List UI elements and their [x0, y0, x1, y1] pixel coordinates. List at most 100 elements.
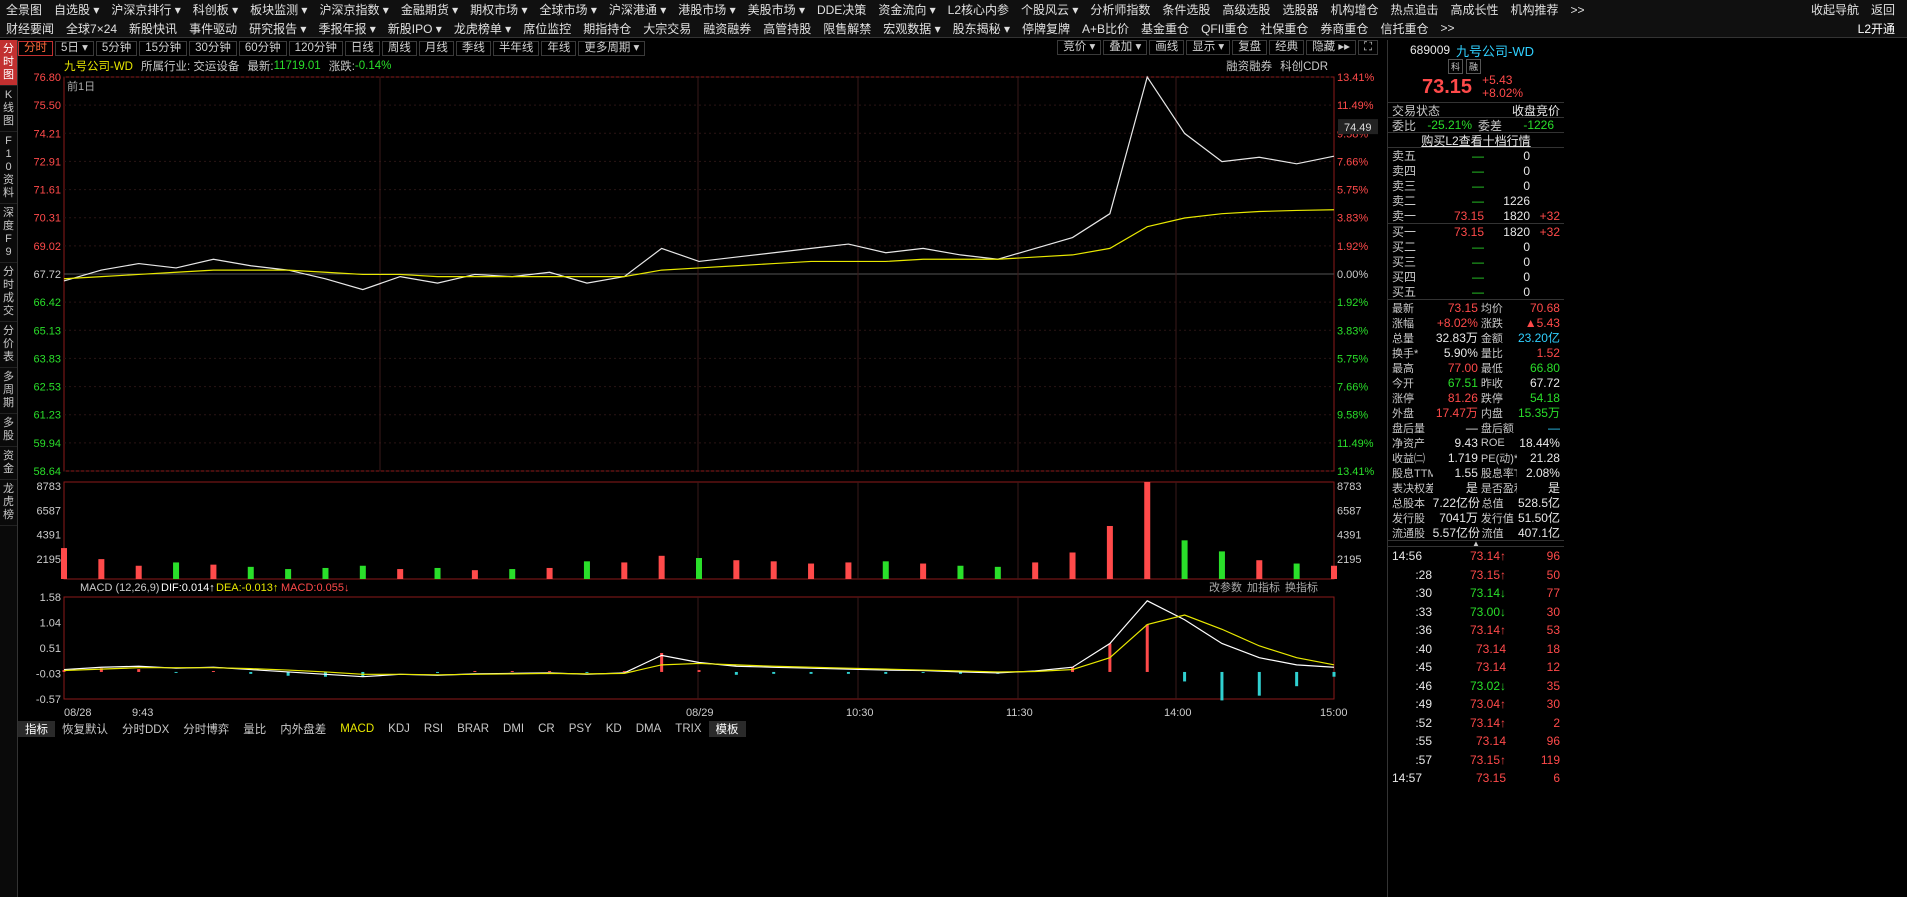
tool-button[interactable]: ⛶ [1357, 40, 1378, 55]
indicator-tab[interactable]: 内外盘差 [280, 723, 327, 736]
side-tab[interactable]: 龙虎榜 [0, 480, 17, 526]
indicator-tab[interactable]: DMI [503, 722, 525, 735]
buy-l2-link[interactable]: 购买L2查看十档行情 [1421, 133, 1531, 148]
menu-item[interactable]: 停牌复牌 [1022, 21, 1071, 36]
menu-item[interactable]: 限售解禁 [823, 21, 872, 36]
menu-item[interactable]: 机构推荐 [1510, 3, 1559, 17]
menu-item[interactable]: 高级选股 [1222, 3, 1271, 17]
indicator-tab[interactable]: 模板 [708, 720, 746, 737]
menu-item[interactable]: 美股市场 ▾ [747, 3, 805, 17]
menu-item[interactable]: 期指持仓 [583, 21, 632, 36]
period-tab[interactable]: 5日 ▾ [55, 41, 94, 56]
side-tab[interactable]: 分时图 [0, 40, 17, 86]
menu-item[interactable]: L2核心内参 [947, 3, 1010, 17]
menu-item[interactable]: 基金重仓 [1141, 21, 1190, 36]
tool-button[interactable]: 画线 [1149, 40, 1185, 55]
menu-item[interactable]: 全球7×24 [66, 21, 118, 36]
side-tab[interactable]: 资金 [0, 447, 17, 480]
menu-item[interactable]: >> [1570, 2, 1585, 17]
indicator-tab[interactable]: MACD [340, 722, 375, 735]
indicator-tab[interactable]: 分时博弈 [183, 723, 230, 736]
menu-item[interactable]: 社保重仓 [1260, 21, 1309, 36]
menu-item[interactable]: A+B比价 [1082, 21, 1130, 36]
menu-item[interactable]: 机构增仓 [1330, 3, 1379, 17]
l2-open-link[interactable]: L2开通 [1857, 21, 1895, 36]
side-tab[interactable]: 多周期 [0, 368, 17, 414]
menu-item[interactable]: 选股器 [1282, 3, 1319, 17]
menu-item[interactable]: QFII重仓 [1201, 21, 1249, 36]
menu-item[interactable]: 高成长性 [1450, 3, 1499, 17]
intraday-chart[interactable]: 76.80 13.41% 75.50 11.49% 74.21 9.58% 72.91 7.6… [0, 57, 1387, 720]
menu-item[interactable]: 条件选股 [1162, 3, 1211, 17]
period-tab[interactable]: 15分钟 [139, 41, 188, 56]
menu-item[interactable]: 全球市场 ▾ [539, 3, 597, 17]
menu-item[interactable]: 事件驱动 [189, 21, 238, 36]
menu-item[interactable]: 席位监控 [523, 21, 572, 36]
indicator-tab[interactable]: 分时DDX [122, 723, 170, 736]
indicator-tab[interactable]: KD [605, 722, 622, 735]
menu-item[interactable]: 分析师指数 [1090, 3, 1151, 17]
indicator-tab[interactable]: KDJ [388, 722, 410, 735]
side-tab[interactable]: 分时成交 [0, 263, 17, 322]
menu-item[interactable]: 个股风云 ▾ [1021, 3, 1079, 17]
menu-item[interactable]: 沪深港通 ▾ [608, 3, 667, 17]
period-tab[interactable]: 周线 [381, 41, 417, 56]
collapse-handle[interactable]: ▲ [1388, 540, 1564, 548]
period-tab[interactable]: 5分钟 [95, 41, 138, 56]
menu-item[interactable]: 大宗交易 [643, 21, 692, 36]
menu-item[interactable]: 科创板 ▾ [192, 3, 239, 17]
macd-action[interactable]: 换指标 [1285, 580, 1318, 594]
indicator-tab[interactable]: RSI [423, 722, 444, 735]
indicator-tab[interactable]: CR [538, 722, 555, 735]
tool-button[interactable]: 叠加 ▾ [1103, 40, 1148, 55]
menu-item[interactable]: DDE决策 [816, 3, 867, 17]
indicator-tab[interactable]: 指标 [18, 720, 55, 737]
period-tab[interactable]: 月线 [418, 41, 454, 56]
menu-item[interactable]: 财经要闻 [6, 21, 55, 36]
tool-button[interactable]: 经典 [1269, 40, 1305, 55]
industry-label[interactable]: 所属行业: 交运设备 [141, 61, 240, 73]
menu-item[interactable]: 沪深京指数 ▾ [319, 3, 389, 17]
period-tab[interactable]: 半年线 [492, 41, 540, 56]
menu-item[interactable]: >> [1440, 21, 1455, 35]
menu-item[interactable]: 自选股 ▾ [54, 3, 100, 17]
period-tab[interactable]: 30分钟 [189, 41, 237, 56]
menu-item[interactable]: 高管持股 [763, 21, 812, 36]
menu-item[interactable]: 券商重仓 [1320, 21, 1369, 36]
menu-item[interactable]: 宏观数据 ▾ [883, 21, 941, 36]
period-tab[interactable]: 日线 [344, 41, 380, 56]
tool-button[interactable]: 复盘 [1232, 40, 1268, 55]
menu-item[interactable]: 热点追击 [1390, 3, 1439, 17]
period-tab[interactable]: 分时 [18, 41, 53, 56]
menu-item[interactable]: 港股市场 ▾ [678, 3, 736, 17]
period-tab[interactable]: 更多周期 ▾ [578, 41, 646, 56]
menu-item[interactable]: 龙虎榜单 ▾ [453, 21, 512, 36]
indicator-tab[interactable]: BRAR [457, 722, 490, 735]
menu-item[interactable]: 信托重仓 [1380, 21, 1429, 36]
menu-item[interactable]: 研究报告 ▾ [249, 21, 307, 36]
indicator-tab[interactable]: 恢复默认 [62, 723, 108, 736]
cdr-link[interactable]: 科创CDR [1280, 61, 1328, 73]
menu-item[interactable]: 股东揭秘 ▾ [952, 21, 1010, 36]
margin-trading-link[interactable]: 融资融券 [1226, 61, 1273, 73]
period-tab[interactable]: 120分钟 [288, 41, 343, 56]
back-button[interactable]: 返回 [1870, 3, 1895, 17]
macd-action[interactable]: 加指标 [1247, 580, 1280, 594]
menu-item[interactable]: 季报年报 ▾ [318, 21, 376, 36]
tool-button[interactable]: 隐藏 ▸▸ [1306, 40, 1356, 55]
menu-item[interactable]: 资金流向 ▾ [878, 3, 936, 17]
side-tab[interactable]: 多股 [0, 414, 17, 447]
indicator-tab[interactable]: PSY [568, 722, 592, 735]
menu-item[interactable]: 沪深京排行 ▾ [111, 3, 181, 17]
menu-item[interactable]: 新股快讯 [129, 21, 178, 36]
period-tab[interactable]: 季线 [455, 41, 491, 56]
menu-item[interactable]: 融资融券 [703, 21, 752, 36]
menu-item[interactable]: 金融期货 ▾ [400, 3, 459, 17]
collapse-nav-button[interactable]: 收起导航 [1810, 3, 1859, 17]
indicator-tab[interactable]: 量比 [243, 723, 267, 736]
menu-item[interactable]: 期权市场 ▾ [470, 3, 528, 17]
indicator-tab[interactable]: TRIX [675, 722, 702, 735]
